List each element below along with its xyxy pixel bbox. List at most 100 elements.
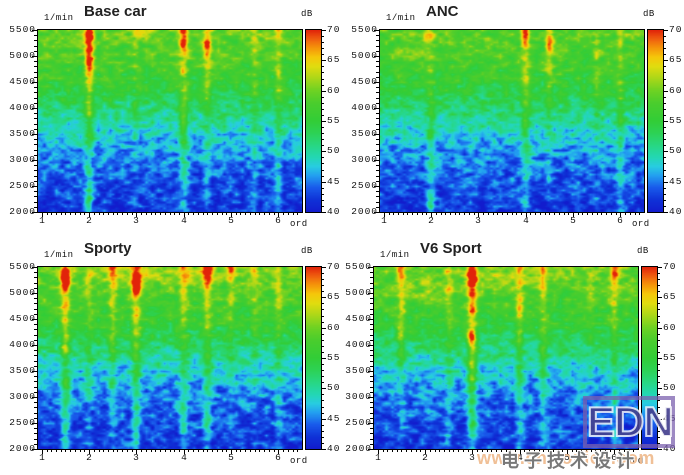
colorbar-tick-label: 40 — [327, 443, 341, 454]
axis-tick — [455, 213, 456, 215]
axis-tick — [231, 450, 232, 454]
axis-tick — [376, 46, 379, 47]
axis-tick — [573, 213, 574, 217]
axis-tick — [293, 213, 294, 215]
y-tick-label: 5000 — [9, 287, 36, 298]
axis-tick — [322, 127, 324, 128]
axis-tick — [378, 450, 379, 454]
axis-tick — [658, 449, 662, 450]
axis-tick — [32, 267, 37, 268]
axis-tick — [322, 334, 324, 335]
axis-tick — [34, 413, 37, 414]
axis-tick — [322, 370, 324, 371]
y-axis-unit-label: 1/min — [44, 250, 74, 260]
axis-tick — [222, 213, 223, 215]
axis-tick — [658, 413, 660, 414]
spectrogram-canvas — [38, 267, 302, 449]
axis-tick — [113, 213, 114, 215]
spectrogram-canvas — [380, 30, 644, 212]
axis-tick — [393, 213, 394, 215]
axis-tick — [658, 376, 660, 377]
axis-tick — [370, 309, 373, 310]
axis-tick — [664, 60, 668, 61]
axis-tick — [370, 355, 373, 356]
axis-tick — [497, 213, 498, 215]
axis-tick — [664, 79, 666, 80]
x-tick-label: 3 — [469, 452, 475, 463]
axis-tick — [322, 151, 326, 152]
axis-tick — [34, 366, 37, 367]
axis-tick — [151, 213, 152, 215]
axis-tick — [512, 213, 513, 215]
axis-tick — [322, 419, 326, 420]
axis-tick — [278, 450, 279, 454]
panel-inner: 1/min V6 Sport dB ord 5500 5000 4500 4000 35… — [336, 237, 678, 474]
y-tick-label: 5500 — [345, 261, 372, 272]
colorbar-unit-label: dB — [643, 9, 655, 19]
y-tick-label: 2000 — [351, 206, 378, 217]
axis-tick — [370, 428, 373, 429]
axis-tick — [34, 72, 37, 73]
y-tick-label: 2000 — [345, 443, 372, 454]
axis-tick — [376, 87, 379, 88]
axis-tick — [376, 170, 379, 171]
x-tick-label: 1 — [375, 452, 381, 463]
axis-tick — [184, 450, 185, 454]
axis-tick — [322, 388, 326, 389]
colorbar — [647, 29, 664, 213]
axis-tick — [370, 277, 373, 278]
axis-tick — [664, 182, 668, 183]
axis-tick — [376, 139, 379, 140]
colorbar-tick-label: 70 — [327, 24, 341, 35]
axis-tick — [34, 444, 37, 445]
axis-tick — [322, 170, 324, 171]
spectrogram-canvas — [374, 267, 638, 449]
axis-tick — [572, 450, 573, 452]
axis-tick — [493, 213, 494, 215]
axis-tick — [212, 450, 213, 452]
axis-tick — [212, 213, 213, 215]
axis-tick — [240, 213, 241, 215]
axis-tick — [548, 450, 549, 452]
axis-tick — [236, 450, 237, 452]
y-tick-label: 3500 — [9, 128, 36, 139]
colorbar-tick-label: 55 — [327, 115, 341, 126]
axis-tick — [34, 202, 37, 203]
axis-tick — [370, 366, 373, 367]
panel-inner: 1/min Base car dB ord 5500 5000 4500 4000 35… — [0, 0, 342, 237]
axis-tick — [376, 51, 379, 52]
y-axis-unit-label: 1/min — [386, 13, 416, 23]
axis-tick — [322, 176, 324, 177]
axis-tick — [384, 213, 385, 217]
axis-tick — [136, 450, 137, 454]
y-tick-label: 4500 — [9, 76, 36, 87]
axis-tick — [34, 277, 37, 278]
axis-tick — [376, 118, 379, 119]
axis-tick — [439, 450, 440, 452]
axis-tick — [370, 413, 373, 414]
axis-tick — [259, 213, 260, 215]
axis-tick — [34, 118, 37, 119]
colorbar-tick-label: 55 — [663, 352, 677, 363]
axis-tick — [89, 450, 90, 454]
axis-tick — [658, 407, 660, 408]
y-tick-label: 2500 — [9, 417, 36, 428]
axis-tick — [222, 450, 223, 452]
axis-tick — [155, 450, 156, 452]
y-tick-label: 4000 — [351, 102, 378, 113]
axis-tick — [146, 450, 147, 452]
spectrogram-panel-v6-sport: 1/min V6 Sport dB ord 5500 5000 4500 4000 35… — [342, 237, 684, 474]
axis-tick — [322, 352, 324, 353]
axis-tick — [635, 213, 636, 215]
axis-tick — [401, 450, 402, 452]
axis-tick — [376, 155, 379, 156]
axis-tick — [530, 213, 531, 215]
axis-tick — [664, 206, 666, 207]
axis-tick — [34, 309, 37, 310]
colorbar-tick-label: 40 — [663, 443, 677, 454]
axis-tick — [203, 213, 204, 215]
axis-tick — [322, 303, 324, 304]
axis-tick — [108, 450, 109, 452]
axis-tick — [89, 213, 90, 217]
axis-tick — [51, 213, 52, 215]
